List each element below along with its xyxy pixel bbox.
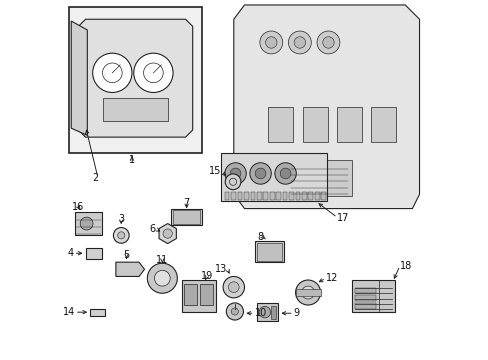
Text: 1: 1 xyxy=(129,156,135,165)
Circle shape xyxy=(288,31,311,54)
Text: 13: 13 xyxy=(215,264,227,274)
Circle shape xyxy=(259,306,270,318)
Bar xyxy=(85,248,102,259)
Circle shape xyxy=(249,163,271,184)
Bar xyxy=(250,192,255,200)
Bar xyxy=(173,210,200,224)
Circle shape xyxy=(147,263,177,293)
Circle shape xyxy=(259,31,282,54)
Bar xyxy=(221,153,326,202)
Bar xyxy=(69,7,201,153)
Bar xyxy=(302,192,306,200)
Polygon shape xyxy=(159,224,176,244)
Bar xyxy=(295,289,320,296)
Circle shape xyxy=(224,163,246,184)
Bar xyxy=(308,192,312,200)
Circle shape xyxy=(226,303,243,320)
Text: 16: 16 xyxy=(72,202,84,212)
Text: 2: 2 xyxy=(92,173,98,183)
Text: 15: 15 xyxy=(208,166,221,176)
Bar xyxy=(354,288,375,293)
Bar xyxy=(282,192,287,200)
Circle shape xyxy=(80,217,93,230)
Bar xyxy=(370,107,395,143)
Bar xyxy=(237,192,242,200)
Text: 3: 3 xyxy=(118,214,124,224)
Circle shape xyxy=(294,37,305,48)
Text: 18: 18 xyxy=(399,261,411,271)
Circle shape xyxy=(228,282,239,293)
Bar xyxy=(354,296,375,301)
Circle shape xyxy=(134,53,173,93)
Bar xyxy=(182,280,216,312)
Circle shape xyxy=(93,53,132,93)
Bar xyxy=(270,306,276,319)
Circle shape xyxy=(316,31,339,54)
Bar xyxy=(267,107,292,143)
Polygon shape xyxy=(78,19,192,137)
Circle shape xyxy=(230,168,241,179)
Bar xyxy=(314,192,319,200)
Text: 19: 19 xyxy=(201,271,213,282)
Bar xyxy=(288,192,293,200)
Bar xyxy=(287,160,351,196)
Text: 11: 11 xyxy=(156,255,168,265)
Bar xyxy=(257,243,282,261)
Circle shape xyxy=(295,280,320,305)
Bar xyxy=(183,284,197,305)
Bar xyxy=(354,303,375,309)
Circle shape xyxy=(225,174,241,190)
Text: 7: 7 xyxy=(183,198,189,208)
Polygon shape xyxy=(71,21,87,135)
Bar xyxy=(303,107,328,143)
Circle shape xyxy=(274,163,296,184)
Circle shape xyxy=(118,232,124,239)
Circle shape xyxy=(280,168,290,179)
Bar xyxy=(171,208,201,225)
Circle shape xyxy=(301,286,314,299)
Bar xyxy=(321,192,325,200)
Bar xyxy=(263,192,267,200)
Bar xyxy=(295,192,300,200)
Polygon shape xyxy=(233,5,419,208)
Circle shape xyxy=(223,276,244,298)
Circle shape xyxy=(265,37,276,48)
Bar xyxy=(276,192,281,200)
Text: 5: 5 xyxy=(123,250,129,260)
Text: 4: 4 xyxy=(67,248,74,258)
Text: 14: 14 xyxy=(62,307,75,317)
Circle shape xyxy=(113,228,129,243)
Text: 9: 9 xyxy=(293,308,299,318)
Text: 6: 6 xyxy=(149,224,156,234)
Bar xyxy=(255,241,283,262)
Bar xyxy=(200,284,213,305)
Polygon shape xyxy=(116,262,144,276)
Bar xyxy=(75,212,102,235)
Circle shape xyxy=(163,229,172,238)
Text: 10: 10 xyxy=(254,308,266,318)
Bar xyxy=(244,192,248,200)
Circle shape xyxy=(255,168,265,179)
Text: 8: 8 xyxy=(256,232,263,242)
Bar xyxy=(257,192,261,200)
Bar xyxy=(224,192,229,200)
Circle shape xyxy=(322,37,333,48)
Bar xyxy=(351,280,394,312)
Circle shape xyxy=(231,308,238,315)
Bar xyxy=(90,309,105,316)
Bar xyxy=(337,107,362,143)
Bar xyxy=(257,303,278,321)
Text: 12: 12 xyxy=(325,273,338,283)
Text: 17: 17 xyxy=(337,212,349,222)
Bar xyxy=(103,98,167,121)
Bar xyxy=(231,192,235,200)
Circle shape xyxy=(154,270,170,286)
Bar xyxy=(269,192,274,200)
